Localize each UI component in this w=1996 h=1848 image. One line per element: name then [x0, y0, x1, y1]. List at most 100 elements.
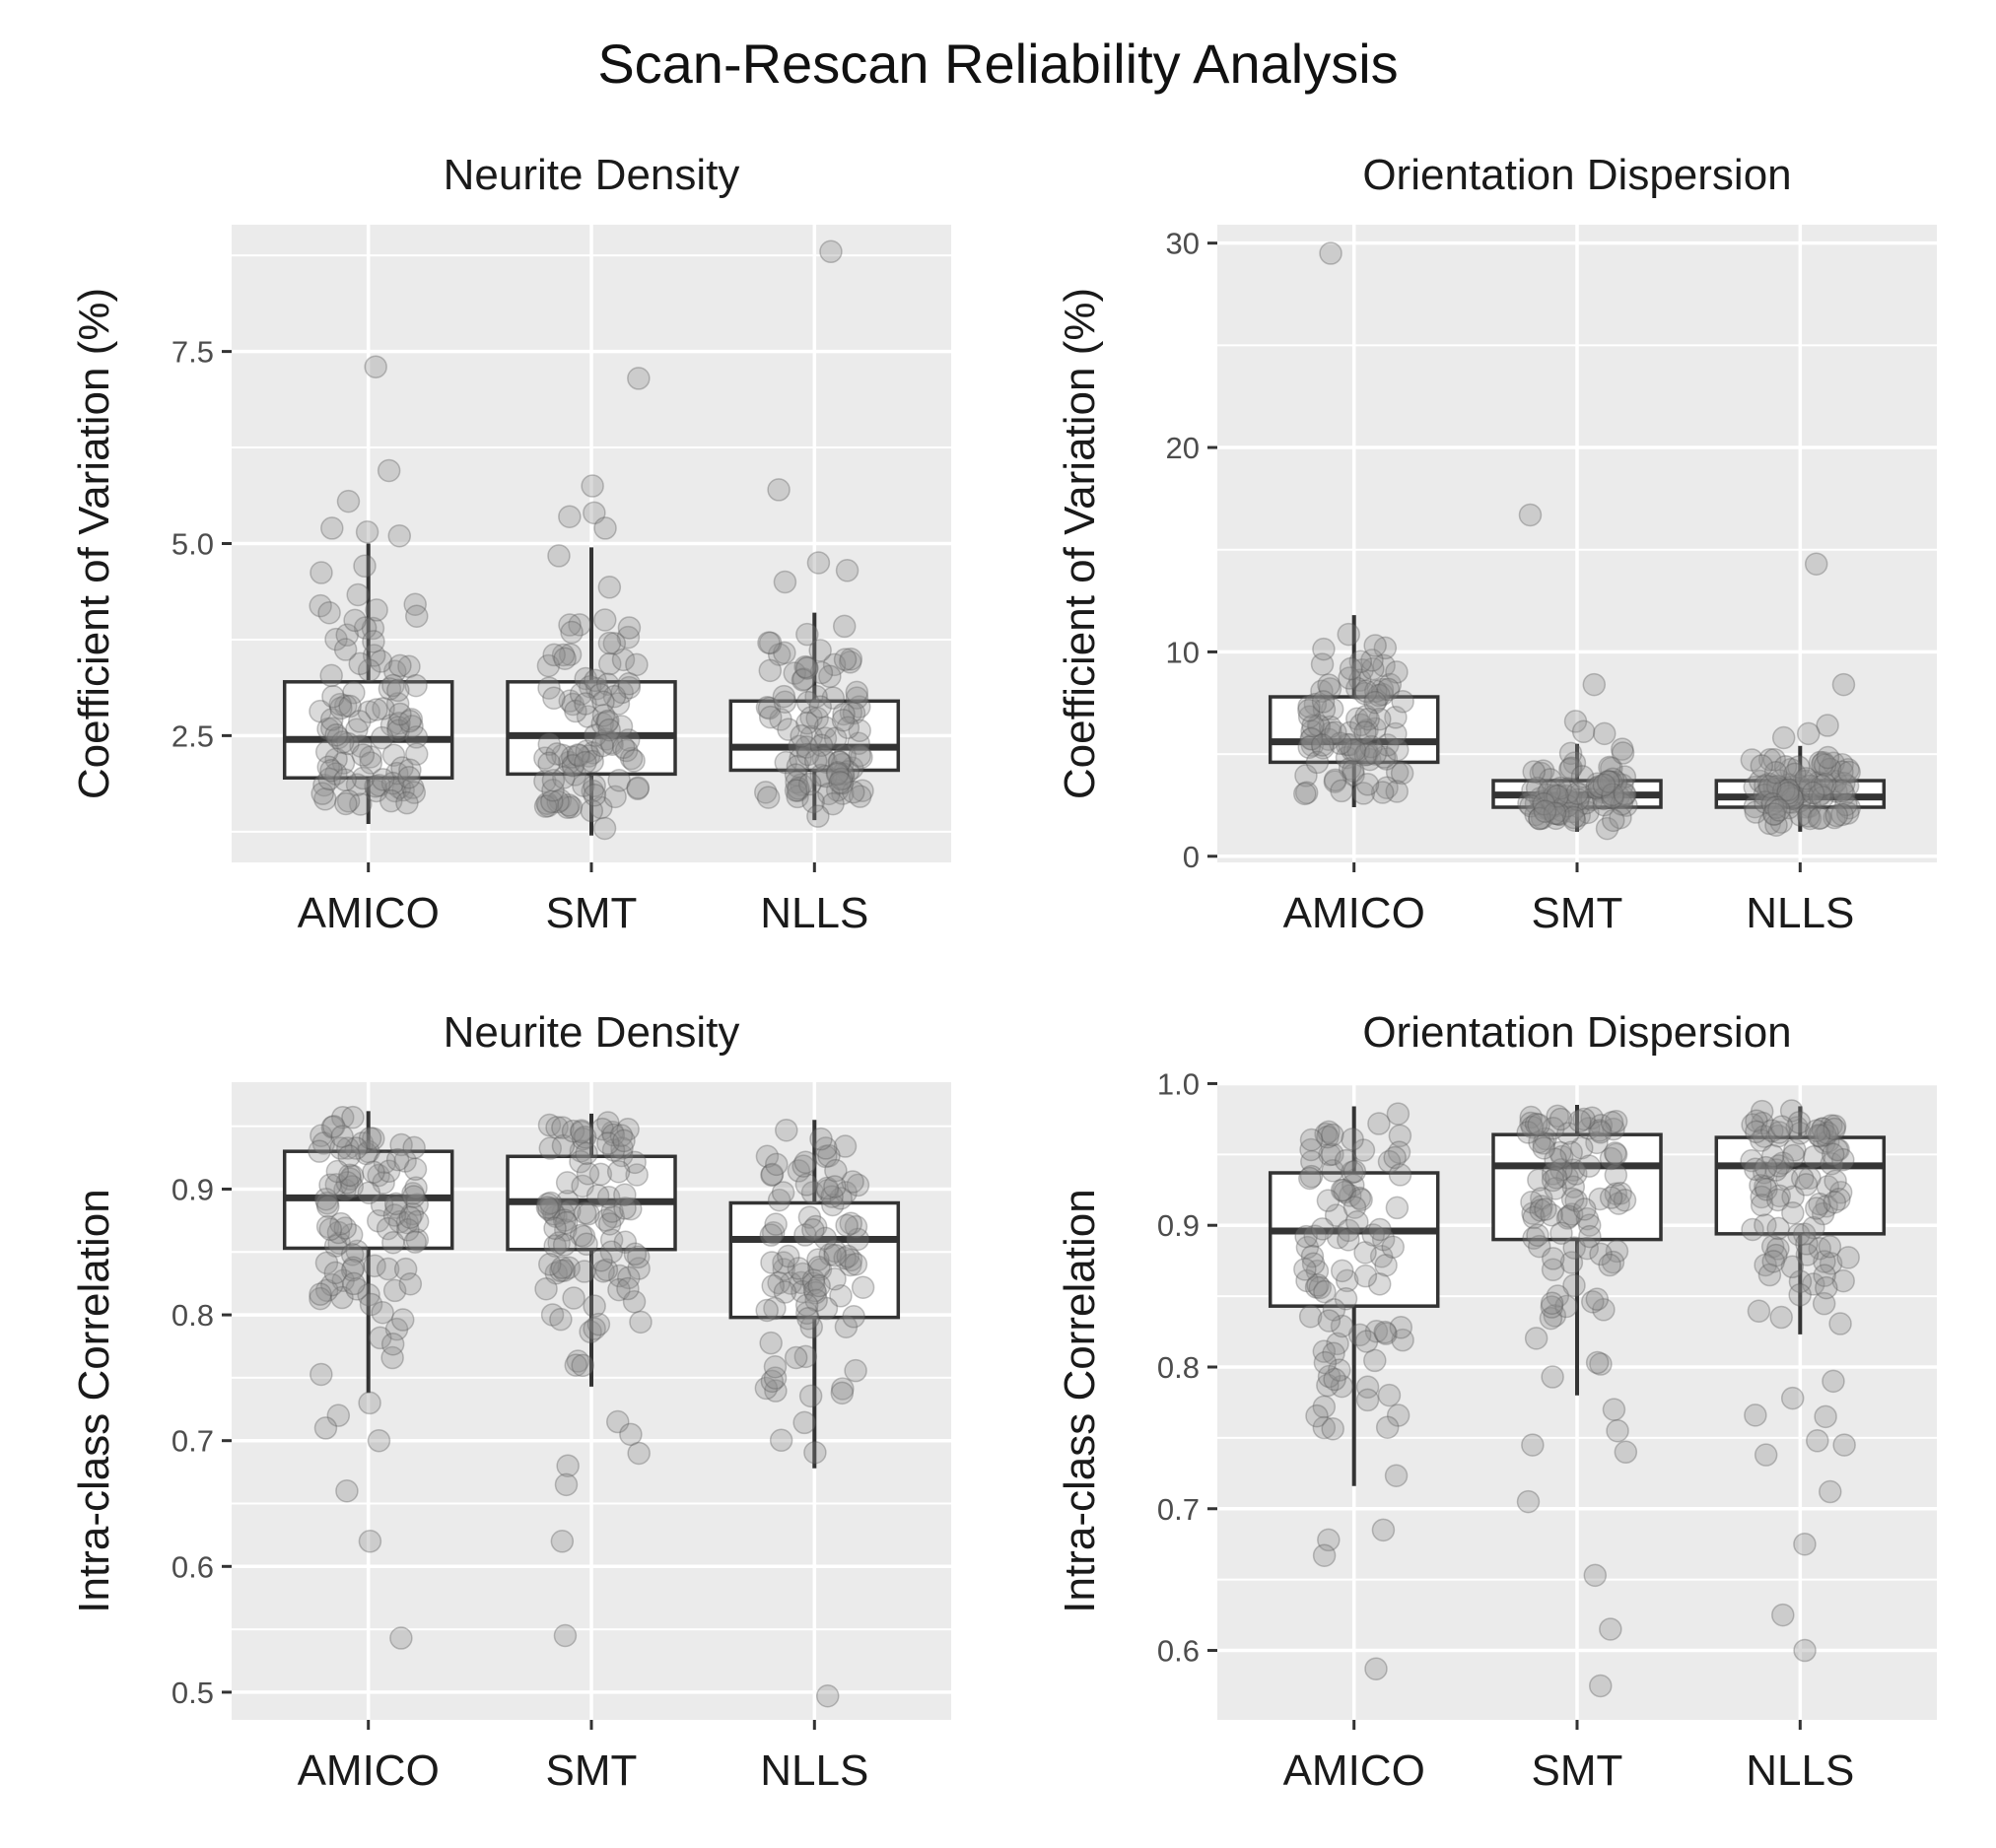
data-point — [1585, 1287, 1610, 1311]
data-point — [333, 1178, 357, 1201]
data-point — [389, 1626, 413, 1650]
data-point — [395, 790, 419, 815]
data-point — [571, 1353, 594, 1378]
data-point — [1353, 1241, 1377, 1265]
data-point — [308, 1139, 331, 1163]
data-point — [808, 639, 832, 662]
data-point — [552, 1208, 577, 1232]
data-point — [564, 1353, 588, 1377]
data-point — [1769, 810, 1793, 834]
data-point — [1807, 806, 1831, 831]
data-point — [1602, 1398, 1626, 1421]
data-point — [1341, 738, 1364, 763]
data-point — [1582, 672, 1607, 697]
data-point — [1606, 1418, 1629, 1443]
data-point — [1298, 1304, 1323, 1329]
x-tick-label-amico: AMICO — [1283, 1746, 1425, 1795]
data-point — [583, 774, 606, 797]
data-point — [1788, 1122, 1812, 1145]
data-point — [563, 763, 587, 787]
data-point — [794, 656, 819, 680]
data-point — [1518, 503, 1543, 527]
data-point — [575, 739, 598, 763]
data-point — [1312, 1543, 1337, 1567]
data-point — [1762, 802, 1786, 826]
data-point — [623, 1150, 647, 1175]
data-point — [534, 1276, 558, 1301]
data-point — [1563, 710, 1588, 733]
data-point — [1559, 790, 1583, 815]
data-point — [1524, 1112, 1549, 1136]
data-point — [1335, 1268, 1359, 1293]
data-point — [1764, 795, 1788, 819]
data-point — [359, 1292, 383, 1317]
data-point — [787, 1257, 811, 1280]
data-point — [591, 704, 616, 727]
data-point — [1813, 773, 1837, 796]
data-point — [833, 744, 857, 768]
data-point — [533, 769, 557, 793]
data-point — [569, 1139, 593, 1163]
data-point — [579, 1320, 602, 1344]
data-point — [1377, 1383, 1402, 1407]
data-point — [1831, 1147, 1855, 1172]
data-point — [1613, 765, 1637, 788]
data-point — [614, 738, 639, 763]
data-point — [1389, 1316, 1413, 1339]
data-point — [333, 1216, 357, 1240]
data-point — [343, 608, 367, 633]
data-point — [806, 1248, 830, 1271]
data-point — [329, 696, 353, 720]
data-point — [341, 1105, 365, 1129]
data-point — [545, 742, 569, 766]
data-point — [1757, 748, 1782, 772]
data-point — [1341, 759, 1365, 783]
data-point — [1317, 1309, 1342, 1333]
data-point — [814, 1144, 838, 1169]
data-point — [336, 1136, 360, 1160]
data-point — [1740, 1148, 1763, 1173]
data-point — [1369, 1245, 1394, 1268]
data-point — [1599, 770, 1623, 794]
data-point — [842, 1305, 865, 1329]
data-point — [340, 1175, 365, 1198]
data-point — [1744, 1157, 1767, 1182]
data-point — [365, 598, 388, 622]
data-point — [309, 593, 332, 618]
data-point — [575, 1141, 598, 1166]
data-point — [626, 777, 650, 801]
data-point — [1532, 795, 1555, 820]
data-point — [1330, 1178, 1354, 1202]
data-point — [847, 731, 870, 756]
data-point — [830, 767, 854, 791]
data-point — [1338, 732, 1361, 757]
data-point — [554, 1472, 579, 1497]
iqr-box — [1268, 695, 1440, 765]
data-point — [387, 776, 412, 799]
data-point — [1605, 1239, 1629, 1264]
data-point — [1301, 1252, 1326, 1275]
data-point — [821, 1193, 845, 1217]
data-point — [761, 1273, 785, 1298]
data-point — [1587, 775, 1612, 798]
data-point — [1335, 732, 1359, 757]
data-point — [556, 795, 580, 819]
data-point — [363, 1254, 386, 1278]
data-point — [841, 1170, 864, 1194]
data-point — [1385, 760, 1410, 785]
data-point — [1567, 803, 1591, 828]
data-point — [542, 1202, 566, 1226]
data-point — [767, 643, 792, 666]
data-point — [1299, 1128, 1324, 1152]
data-point — [533, 794, 558, 818]
data-point — [777, 718, 800, 741]
data-point — [313, 1187, 338, 1211]
data-point — [814, 1296, 839, 1321]
data-point — [555, 1171, 580, 1195]
data-point — [1555, 1206, 1580, 1230]
data-point — [1601, 808, 1625, 833]
data-point — [769, 1428, 793, 1453]
points-amico — [309, 355, 429, 816]
data-point — [1330, 779, 1353, 803]
data-point — [538, 1136, 563, 1160]
